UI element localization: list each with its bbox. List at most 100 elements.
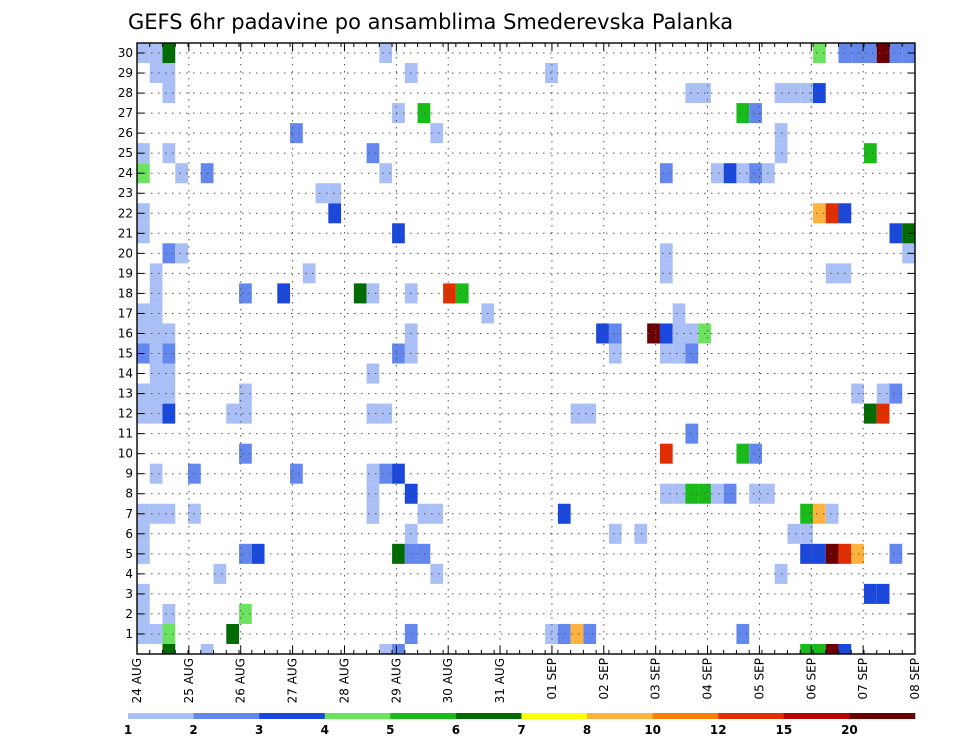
colorbar-label: 4 <box>321 723 329 737</box>
data-cell <box>825 203 839 224</box>
data-cell <box>596 323 609 344</box>
y-tick-label: 26 <box>118 126 133 140</box>
data-cell <box>149 283 163 304</box>
data-cell <box>366 143 380 164</box>
data-cell <box>889 543 903 564</box>
data-cell <box>162 623 176 644</box>
x-tick-label: 05 SEP <box>752 658 766 700</box>
y-tick-label: 10 <box>118 447 133 461</box>
y-tick-label: 6 <box>125 527 133 541</box>
data-cell <box>825 503 839 524</box>
y-tick-label: 23 <box>118 186 133 200</box>
data-cell <box>149 303 163 324</box>
x-tick-label: 27 AUG <box>286 658 300 703</box>
data-cell <box>162 363 176 384</box>
data-cell <box>366 363 380 384</box>
x-tick-label: 29 AUG <box>389 658 403 703</box>
y-tick-label: 18 <box>118 286 133 300</box>
data-cell <box>608 343 622 364</box>
data-cell <box>417 503 431 524</box>
data-cell <box>379 643 393 654</box>
data-cell <box>787 83 801 104</box>
x-tick-label: 04 SEP <box>701 658 715 700</box>
x-tick-label: 28 AUG <box>337 658 351 703</box>
colorbar-segment <box>193 713 260 719</box>
colorbar-label: 2 <box>189 723 197 737</box>
y-tick-label: 5 <box>125 547 133 561</box>
data-cell <box>736 103 750 124</box>
y-tick-label: 29 <box>118 66 133 80</box>
data-cell <box>290 463 303 484</box>
colorbar-label: 10 <box>644 723 661 737</box>
data-cell <box>162 63 176 84</box>
data-cell <box>392 643 405 654</box>
y-tick-label: 8 <box>125 487 133 501</box>
x-tick-label: 02 SEP <box>597 658 611 700</box>
data-cell <box>749 103 762 124</box>
data-cell <box>710 483 724 504</box>
data-cell <box>634 523 648 544</box>
x-tick-label: 26 AUG <box>234 658 248 703</box>
x-tick-labels: 24 AUG 25 AUG 26 AUG 27 AUG 28 AUG 29 AUG 30 A… <box>130 658 922 703</box>
data-cell <box>672 483 686 504</box>
data-cell <box>328 203 342 224</box>
data-cell <box>863 43 877 64</box>
data-cell <box>149 343 163 364</box>
data-cell <box>545 623 558 644</box>
data-cell <box>239 283 252 304</box>
y-tick-label: 11 <box>118 427 133 441</box>
data-cell <box>685 423 699 444</box>
data-cell <box>659 483 673 504</box>
data-cell <box>825 643 839 654</box>
data-cell <box>710 163 724 184</box>
x-tick-label: 30 AUG <box>441 658 455 703</box>
data-cell <box>430 563 444 584</box>
data-cell <box>149 623 163 644</box>
data-cell <box>392 103 405 124</box>
y-tick-label: 2 <box>125 607 133 621</box>
x-tick-label: 06 SEP <box>804 658 818 700</box>
y-tick-label: 15 <box>118 347 133 361</box>
data-cell <box>149 323 163 344</box>
data-cell <box>392 543 405 564</box>
data-cell <box>239 443 252 464</box>
y-tick-label: 7 <box>125 507 133 521</box>
data-cell <box>863 403 877 424</box>
data-cell <box>162 383 176 404</box>
data-cell <box>379 403 393 424</box>
data-cell <box>736 443 750 464</box>
y-tick-label: 4 <box>125 567 133 581</box>
data-cell <box>379 163 393 184</box>
colorbar-segment <box>521 713 588 719</box>
colorbar-label: 6 <box>452 723 460 737</box>
x-tick-label: 31 AUG <box>493 658 507 703</box>
data-cell <box>889 383 903 404</box>
data-cell <box>366 503 380 524</box>
data-cell <box>290 123 303 144</box>
y-tick-label: 17 <box>118 306 133 320</box>
y-tick-label: 28 <box>118 86 133 100</box>
data-cell <box>659 263 673 284</box>
data-cell <box>379 43 393 64</box>
data-cell <box>366 463 380 484</box>
data-cell <box>149 383 163 404</box>
colorbar-segment <box>652 713 719 719</box>
data-cell <box>863 583 877 604</box>
data-cell <box>277 283 291 304</box>
data-cell <box>787 523 801 544</box>
data-cell <box>392 223 405 244</box>
data-cell <box>162 643 176 654</box>
data-cell <box>239 543 252 564</box>
data-cell <box>417 543 431 564</box>
data-cell <box>455 283 469 304</box>
data-cell <box>149 63 163 84</box>
data-cell <box>430 123 444 144</box>
data-cell <box>800 83 813 104</box>
data-cell <box>366 403 380 424</box>
data-cell <box>608 523 622 544</box>
data-cell <box>749 483 762 504</box>
x-tick-label: 01 SEP <box>545 658 559 700</box>
y-tick-labels: 1234567891011121314151617181920212223242… <box>118 46 133 641</box>
colorbar-label: 3 <box>255 723 263 737</box>
